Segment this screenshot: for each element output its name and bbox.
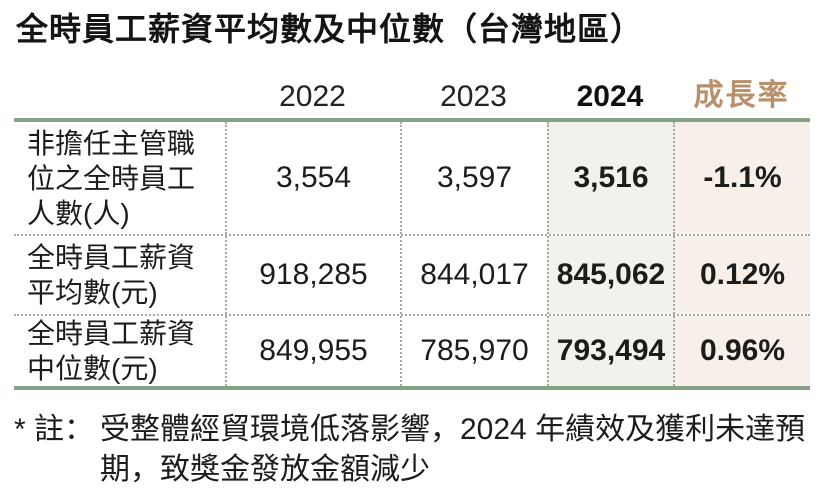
cell-2024: 845,062 [547,236,673,314]
table-header-row: 2022 2023 2024 成長率 [14,70,810,118]
cell-growth-rate: -1.1% [673,122,810,234]
footnote-line-2: 期，致獎金發放金額減少 [100,453,430,486]
table-body: 非擔任主管職位之全時員工人數(人) 3,554 3,597 3,516 -1.1… [14,118,810,390]
page-title: 全時員工薪資平均數及中位數（台灣地區） [16,11,644,47]
column-header-empty [14,70,225,122]
table-row-average-salary: 全時員工薪資平均數(元) 918,285 844,017 845,062 0.1… [14,234,810,314]
column-header-2023: 2023 [440,80,507,113]
cell-2023: 785,970 [400,316,547,386]
cell-2024: 3,516 [547,122,673,234]
row-label: 非擔任主管職位之全時員工人數(人) [27,127,196,229]
row-label: 全時員工薪資平均數(元) [27,242,196,308]
footnote: * 註： 受整體經貿環境低落影響，2024 年績效及獲利未達預 期，致獎金發放金… [14,410,816,490]
footnote-text: 受整體經貿環境低落影響，2024 年績效及獲利未達預 期，致獎金發放金額減少 [100,410,816,490]
row-label: 全時員工薪資中位數(元) [27,318,196,384]
column-header-2022: 2022 [279,80,346,113]
cell-growth-rate: 0.12% [673,236,810,314]
table-row-median-salary: 全時員工薪資中位數(元) 849,955 785,970 793,494 0.9… [14,314,810,386]
salary-table: 2022 2023 2024 成長率 非擔任主管職位之全時員工人數(人) 3,5… [14,70,810,390]
column-header-growth-rate: 成長率 [693,79,790,112]
cell-2023: 844,017 [400,236,547,314]
table-row-headcount: 非擔任主管職位之全時員工人數(人) 3,554 3,597 3,516 -1.1… [14,122,810,234]
column-header-2024: 2024 [576,80,644,113]
cell-2023: 3,597 [400,122,547,234]
cell-2022: 918,285 [225,236,400,314]
footnote-line-1: 受整體經貿環境低落影響，2024 年績效及獲利未達預 [100,413,806,446]
cell-growth-rate: 0.96% [673,316,810,386]
cell-2024: 793,494 [547,316,673,386]
cell-2022: 3,554 [225,122,400,234]
footnote-marker: * 註： [14,413,95,446]
cell-2022: 849,955 [225,316,400,386]
